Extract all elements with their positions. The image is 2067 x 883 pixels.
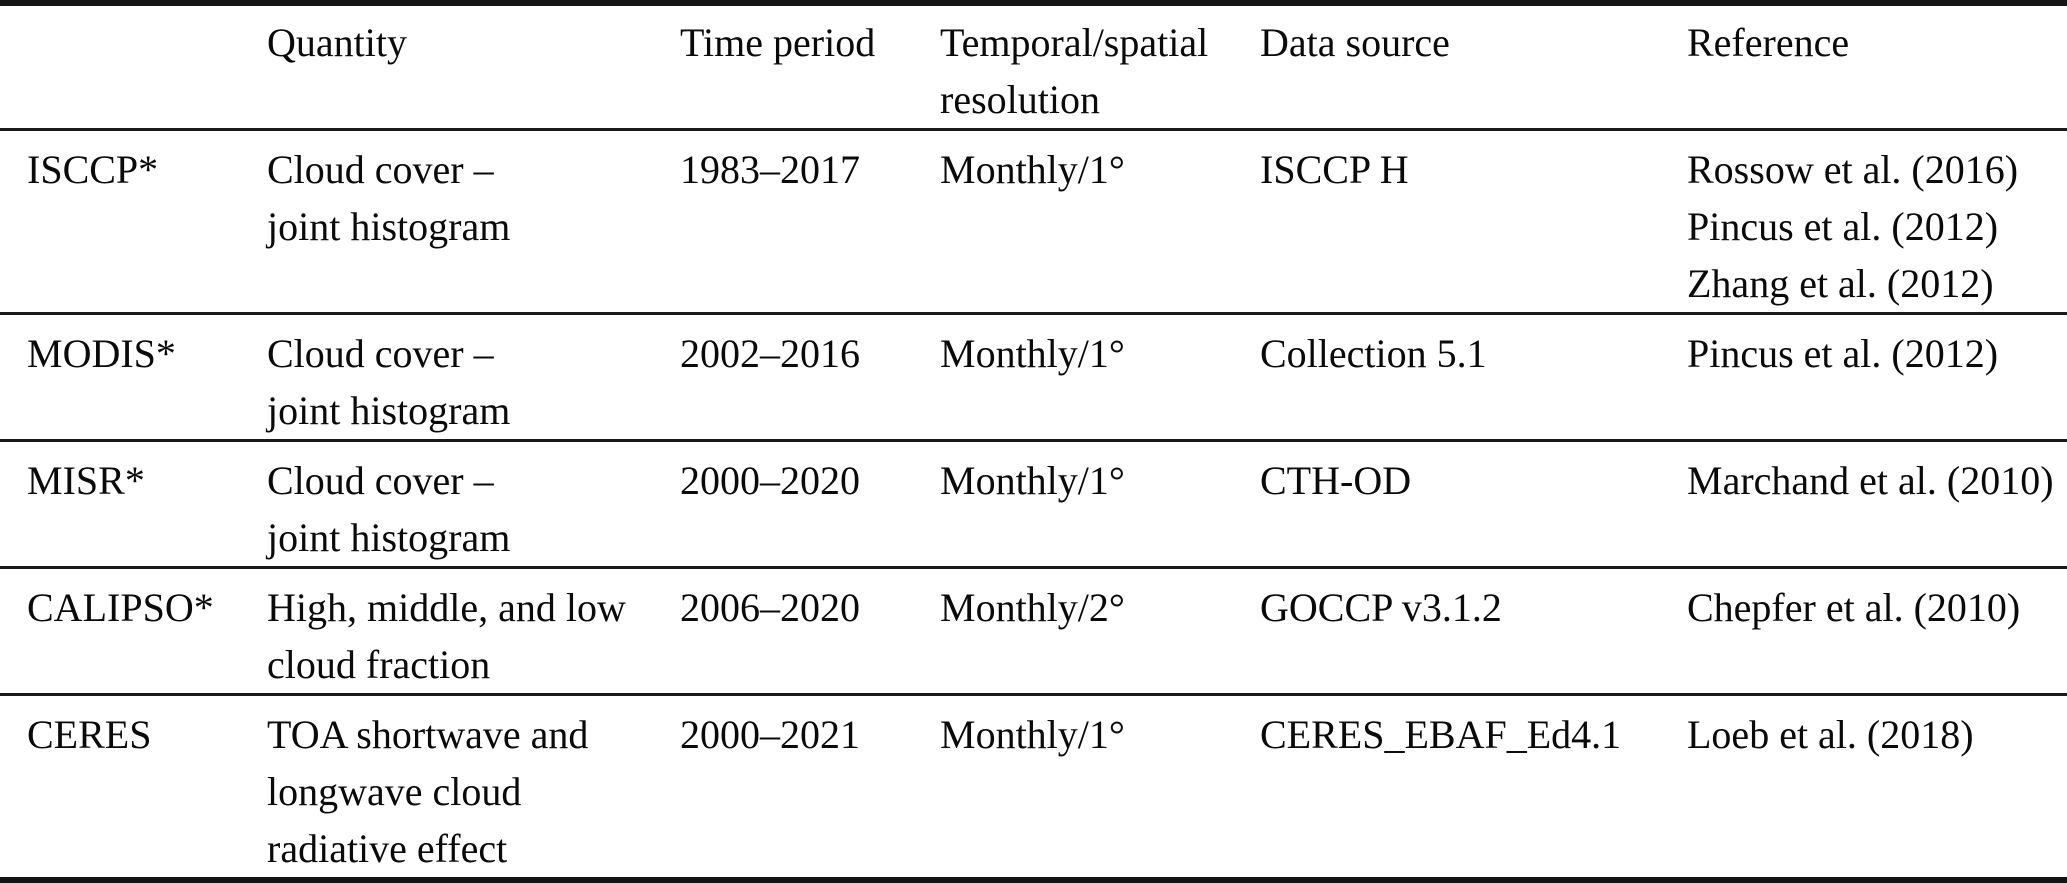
cell-line: 2000–2021 [680, 712, 860, 757]
cell-quantity: Cloud cover – joint histogram [267, 128, 680, 314]
cell-line: radiative effect [267, 826, 508, 871]
cell-line: Loeb et al. (2018) [1687, 712, 1974, 757]
cell-dataset: MODIS* [0, 312, 267, 441]
cell-line: Monthly/2° [940, 585, 1125, 630]
cell-quantity: Cloud cover – joint histogram [267, 439, 680, 568]
header-cell-quantity: Quantity [267, 3, 680, 130]
cell-line: 1983–2017 [680, 147, 860, 192]
cell-line: joint histogram [267, 204, 511, 249]
cell-line: GOCCP v3.1.2 [1260, 585, 1502, 630]
cell-time-period: 2006–2020 [680, 566, 940, 695]
cell-resolution: Monthly/1° [940, 312, 1260, 441]
cell-quantity: High, middle, and low cloud fraction [267, 566, 680, 695]
table-row-ceres: CERES TOA shortwave and longwave cloud radi… [0, 693, 2067, 880]
cell-resolution: Monthly/1° [940, 693, 1260, 880]
cell-data-source: ISCCP H [1260, 128, 1687, 314]
cell-line: Monthly/1° [940, 331, 1125, 376]
cell-data-source: CTH-OD [1260, 439, 1687, 568]
cell-dataset: CERES [0, 693, 267, 880]
table-row-misr: MISR* Cloud cover – joint histogram 2000–20… [0, 439, 2067, 568]
cell-line: Pincus et al. (2012) [1687, 204, 1999, 249]
cell-line: longwave cloud [267, 769, 522, 814]
cell-reference: Loeb et al. (2018) [1687, 693, 2067, 880]
cell-line: Marchand et al. (2010) [1687, 458, 2054, 503]
cell-resolution: Monthly/2° [940, 566, 1260, 695]
cell-line: 2000–2020 [680, 458, 860, 503]
header-line: Temporal/spatial [940, 20, 1209, 65]
cell-time-period: 2000–2020 [680, 439, 940, 568]
header-cell-reference: Reference [1687, 3, 2067, 130]
cell-line: CTH-OD [1260, 458, 1412, 503]
cell-line: TOA shortwave and [267, 712, 589, 757]
cell-line: Cloud cover – [267, 331, 494, 376]
cell-line: Monthly/1° [940, 458, 1125, 503]
cell-reference: Marchand et al. (2010) [1687, 439, 2067, 568]
cell-line: Cloud cover – [267, 147, 494, 192]
cell-line: cloud fraction [267, 642, 491, 687]
cell-reference: Chepfer et al. (2010) [1687, 566, 2067, 695]
cell-line: Collection 5.1 [1260, 331, 1487, 376]
cell-line: Monthly/1° [940, 147, 1125, 192]
cell-line: ISCCP H [1260, 147, 1409, 192]
cell-quantity: Cloud cover – joint histogram [267, 312, 680, 441]
cell-line: CALIPSO* [27, 585, 214, 630]
cell-reference: Rossow et al. (2016) Pincus et al. (2012)… [1687, 128, 2067, 314]
cell-dataset: MISR* [0, 439, 267, 568]
cell-time-period: 1983–2017 [680, 128, 940, 314]
header-line: resolution [940, 77, 1100, 122]
cell-line: 2006–2020 [680, 585, 860, 630]
cell-data-source: GOCCP v3.1.2 [1260, 566, 1687, 695]
header-cell-resolution: Temporal/spatial resolution [940, 3, 1260, 130]
header-line: Data source [1260, 20, 1450, 65]
cell-line: Chepfer et al. (2010) [1687, 585, 2021, 630]
cell-line: CERES_EBAF_Ed4.1 [1260, 712, 1622, 757]
header-line: Quantity [267, 20, 407, 65]
cell-dataset: ISCCP* [0, 128, 267, 314]
cell-line: Rossow et al. (2016) [1687, 147, 2019, 192]
header-line: Time period [680, 20, 876, 65]
header-cell-dataset [0, 3, 267, 130]
cell-line: Pincus et al. (2012) [1687, 331, 1999, 376]
header-cell-time-period: Time period [680, 3, 940, 130]
cell-line: CERES [27, 712, 152, 757]
cell-line: Zhang et al. (2012) [1687, 261, 1994, 306]
table-row-calipso: CALIPSO* High, middle, and low cloud fract… [0, 566, 2067, 695]
cell-line: joint histogram [267, 388, 511, 433]
header-line: Reference [1687, 20, 1850, 65]
cell-line: MODIS* [27, 331, 176, 376]
cell-resolution: Monthly/1° [940, 439, 1260, 568]
table-header-row: Quantity Time period Temporal/spatial resol… [0, 3, 2067, 130]
cell-dataset: CALIPSO* [0, 566, 267, 695]
cell-line: joint histogram [267, 515, 511, 560]
cell-line: High, middle, and low [267, 585, 626, 630]
cell-resolution: Monthly/1° [940, 128, 1260, 314]
cell-data-source: CERES_EBAF_Ed4.1 [1260, 693, 1687, 880]
cell-line: Cloud cover – [267, 458, 494, 503]
table-row-modis: MODIS* Cloud cover – joint histogram 2002–2… [0, 312, 2067, 441]
cell-line: Monthly/1° [940, 712, 1125, 757]
cell-time-period: 2000–2021 [680, 693, 940, 880]
cell-line: MISR* [27, 458, 145, 503]
cell-reference: Pincus et al. (2012) [1687, 312, 2067, 441]
table-body: ISCCP* Cloud cover – joint histogram 1983–2… [0, 128, 2067, 880]
cell-line: ISCCP* [27, 147, 159, 192]
cell-line: 2002–2016 [680, 331, 860, 376]
cell-data-source: Collection 5.1 [1260, 312, 1687, 441]
cell-quantity: TOA shortwave and longwave cloud radiative… [267, 693, 680, 880]
header-cell-data-source: Data source [1260, 3, 1687, 130]
cell-time-period: 2002–2016 [680, 312, 940, 441]
table-header: Quantity Time period Temporal/spatial resol… [0, 3, 2067, 130]
table-row-isccp: ISCCP* Cloud cover – joint histogram 1983–2… [0, 128, 2067, 314]
